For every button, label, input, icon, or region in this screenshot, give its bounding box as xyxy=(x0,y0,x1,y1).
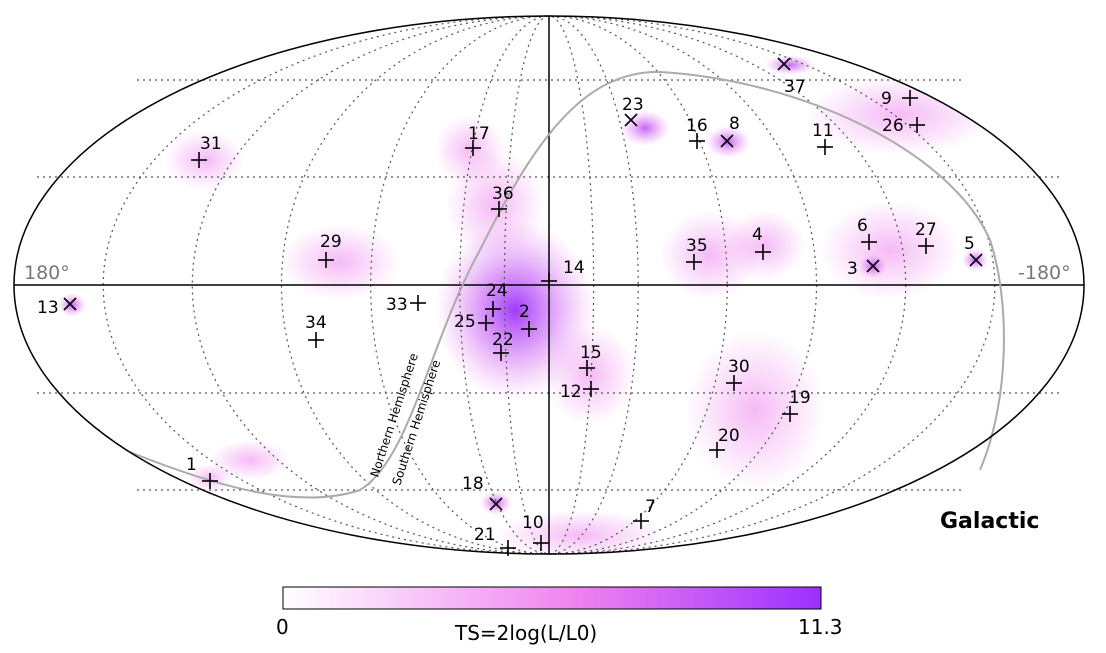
source-label-20: 20 xyxy=(718,426,740,446)
source-label-21: 21 xyxy=(474,525,496,545)
source-marker-5 xyxy=(969,253,983,267)
source-label-5: 5 xyxy=(964,234,975,254)
frame-label: Galactic xyxy=(940,509,1039,534)
source-label-14: 14 xyxy=(563,258,585,278)
source-marker-20 xyxy=(709,442,725,458)
source-marker-17 xyxy=(465,140,481,156)
colorbar-title: TS=2log(L/L0) xyxy=(454,621,597,645)
source-label-37: 37 xyxy=(784,77,806,97)
source-marker-12 xyxy=(583,381,599,397)
source-marker-8 xyxy=(720,134,734,148)
source-label-1: 1 xyxy=(186,455,197,475)
source-marker-26 xyxy=(909,117,925,133)
source-marker-27 xyxy=(918,238,934,254)
hemisphere-boundary xyxy=(129,70,1005,499)
source-marker-21 xyxy=(500,540,516,556)
source-marker-34 xyxy=(308,332,324,348)
source-label-30: 30 xyxy=(728,357,750,377)
source-marker-13 xyxy=(63,297,77,311)
source-label-7: 7 xyxy=(645,497,656,517)
source-label-36: 36 xyxy=(492,184,514,204)
source-marker-11 xyxy=(817,139,833,155)
source-label-33: 33 xyxy=(386,295,408,315)
source-label-17: 17 xyxy=(468,124,490,144)
source-label-13: 13 xyxy=(37,298,59,318)
source-marker-23 xyxy=(624,113,638,127)
source-marker-35 xyxy=(686,254,702,270)
colorbar-min-label: 0 xyxy=(276,615,289,639)
source-marker-33 xyxy=(410,295,426,311)
colorbar-max-label: 11.3 xyxy=(798,615,843,639)
source-marker-25 xyxy=(478,315,494,331)
source-marker-1 xyxy=(202,473,218,489)
source-marker-16 xyxy=(689,133,705,149)
source-label-22: 22 xyxy=(492,330,514,350)
source-label-25: 25 xyxy=(454,312,476,332)
source-label-35: 35 xyxy=(686,236,708,256)
source-marker-2 xyxy=(521,321,537,337)
colorbar xyxy=(282,586,822,610)
source-marker-14 xyxy=(541,273,557,289)
source-marker-19 xyxy=(782,406,798,422)
source-marker-22 xyxy=(493,345,509,361)
source-label-2: 2 xyxy=(519,302,530,322)
source-label-18: 18 xyxy=(462,474,484,494)
longitude-right-label: -180° xyxy=(1018,262,1071,284)
source-label-9: 9 xyxy=(881,89,892,109)
source-marker-36 xyxy=(491,201,507,217)
source-marker-7 xyxy=(633,513,649,529)
source-label-16: 16 xyxy=(686,116,708,136)
source-label-24: 24 xyxy=(486,281,508,301)
source-label-8: 8 xyxy=(729,114,740,134)
source-label-29: 29 xyxy=(320,232,342,252)
source-label-19: 19 xyxy=(789,388,811,408)
source-marker-3 xyxy=(866,259,880,273)
source-marker-37 xyxy=(777,57,791,71)
source-marker-31 xyxy=(191,152,207,168)
source-label-11: 11 xyxy=(812,121,834,141)
source-marker-18 xyxy=(489,497,503,511)
source-label-15: 15 xyxy=(580,343,602,363)
source-markers xyxy=(63,57,983,556)
source-label-26: 26 xyxy=(882,116,904,136)
source-label-10: 10 xyxy=(522,513,544,533)
map-outline xyxy=(13,15,1085,555)
source-marker-9 xyxy=(902,90,918,106)
source-marker-30 xyxy=(726,375,742,391)
source-label-4: 4 xyxy=(752,225,763,245)
source-marker-10 xyxy=(533,535,549,551)
source-marker-29 xyxy=(318,252,334,268)
source-label-12: 12 xyxy=(560,382,582,402)
source-label-6: 6 xyxy=(857,216,868,236)
source-marker-24 xyxy=(485,301,501,317)
source-marker-15 xyxy=(579,360,595,376)
source-label-23: 23 xyxy=(622,95,644,115)
source-marker-6 xyxy=(861,234,877,250)
source-marker-4 xyxy=(755,244,771,260)
source-label-3: 3 xyxy=(847,259,858,279)
source-label-34: 34 xyxy=(305,313,327,333)
longitude-left-label: 180° xyxy=(24,262,70,284)
source-label-27: 27 xyxy=(915,220,937,240)
source-label-31: 31 xyxy=(200,134,222,154)
